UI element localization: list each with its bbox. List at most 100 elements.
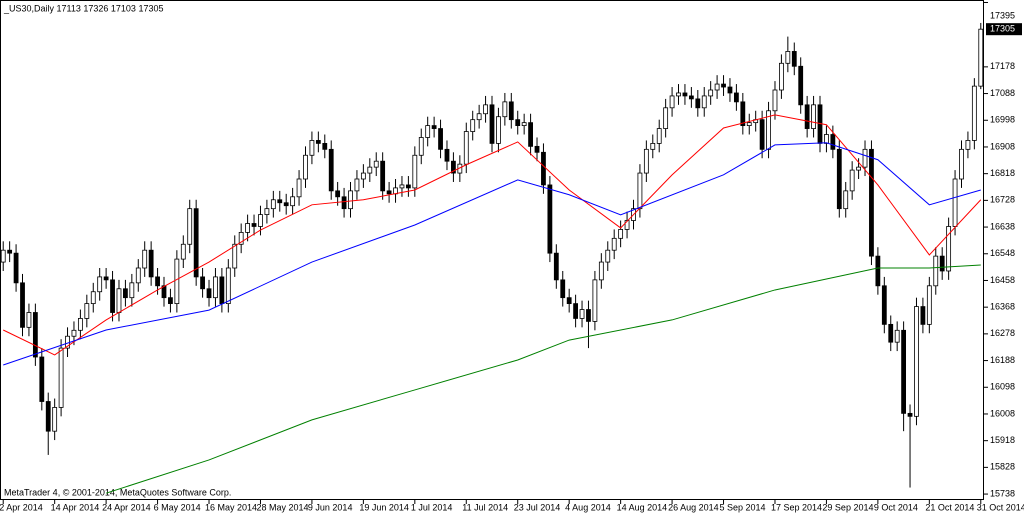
candle-body <box>521 122 527 127</box>
candle-body <box>315 140 321 144</box>
candle-body <box>926 285 932 325</box>
candle-body <box>438 128 443 150</box>
candle-body <box>206 288 212 299</box>
candle-body <box>483 104 488 115</box>
candle-body <box>123 288 128 299</box>
candle-body <box>650 143 656 150</box>
candle-body <box>290 196 296 207</box>
y-tick-label: 16278 <box>990 328 1015 338</box>
candle-body <box>168 297 173 305</box>
y-tick-label: 16818 <box>990 168 1015 178</box>
candle-body <box>598 261 604 281</box>
candle-body <box>779 62 784 91</box>
candle-body <box>20 282 25 328</box>
candle-body <box>180 243 186 260</box>
candle-body <box>470 119 476 132</box>
candle-body <box>618 229 624 239</box>
candle-body <box>759 119 765 150</box>
candle-body <box>560 279 566 299</box>
x-tick-label: 14 Apr 2014 <box>51 502 100 512</box>
candle-body <box>643 148 649 174</box>
candle-body <box>573 303 579 319</box>
x-tick-label: 11 Jul 2014 <box>462 502 508 512</box>
candle-body <box>746 122 752 127</box>
candle-body <box>939 255 945 272</box>
candle-body <box>155 276 160 287</box>
x-tick-label: 23 Jul 2014 <box>514 502 561 512</box>
candle-body <box>824 134 829 144</box>
candle-body <box>528 122 533 147</box>
y-tick-label: 17088 <box>990 88 1015 98</box>
candle-body <box>733 92 739 103</box>
x-tick-label: 24 Apr 2014 <box>102 502 151 512</box>
candle-body <box>611 237 617 251</box>
candle-body <box>952 178 958 227</box>
candle-body <box>354 178 360 192</box>
candle-body <box>45 401 51 432</box>
candle-body <box>721 83 726 88</box>
candle-body <box>270 199 276 210</box>
candle-body <box>148 249 154 278</box>
candle-body <box>418 137 424 156</box>
candle-body <box>566 297 572 305</box>
candle-body <box>103 276 109 281</box>
x-tick-label: 29 Sep 2014 <box>822 502 873 512</box>
candle-body <box>463 131 469 165</box>
candle-body <box>71 329 77 337</box>
candle-body <box>225 267 231 305</box>
x-tick-label: 28 May 2014 <box>256 502 308 512</box>
x-tick-label: 9 Jun 2014 <box>308 502 353 512</box>
candle-body <box>26 312 32 328</box>
candle-body <box>920 306 926 325</box>
candle-body <box>579 309 585 319</box>
candle-body <box>341 196 347 210</box>
candle-body <box>830 134 836 150</box>
x-tick-label: 14 Aug 2014 <box>617 502 668 512</box>
y-tick-label: 16368 <box>990 302 1015 312</box>
candle-body <box>727 86 733 94</box>
x-tick-label: 26 Aug 2014 <box>668 502 719 512</box>
candle-body <box>901 329 907 414</box>
candle-body <box>7 249 13 254</box>
candle-body <box>978 28 984 87</box>
candle-body <box>296 178 302 198</box>
x-tick-label: 4 Aug 2014 <box>565 502 611 512</box>
x-tick-label: 1 Jul 2014 <box>411 502 453 512</box>
y-tick-label: 16008 <box>990 408 1015 418</box>
candle-body <box>348 190 353 210</box>
candle-body <box>360 172 366 180</box>
candle-body <box>862 148 868 168</box>
candle-body <box>245 223 251 233</box>
candle-body <box>811 104 816 129</box>
candle-body <box>39 356 45 402</box>
candle-body <box>547 184 553 254</box>
candle-body <box>804 104 810 129</box>
x-tick-label: 31 Oct 2014 <box>977 502 1024 512</box>
chart-title: _US30,Daily 17113 17326 17103 17305 <box>3 3 163 13</box>
candle-body <box>489 104 495 144</box>
candle-body <box>373 160 379 168</box>
candle-body <box>933 255 939 287</box>
candle-body <box>959 148 964 180</box>
y-tick-label: 16188 <box>990 355 1015 365</box>
candle-body <box>277 199 283 204</box>
candle-body <box>187 208 193 245</box>
candle-body <box>708 89 714 97</box>
candle-body <box>116 288 122 313</box>
candle-body <box>200 276 205 290</box>
candle-body <box>142 249 148 269</box>
candle-body <box>836 148 842 210</box>
candle-body <box>791 51 797 67</box>
candle-body <box>676 92 681 97</box>
candle-body <box>264 208 270 216</box>
candle-body <box>496 116 501 144</box>
candle-body <box>624 220 630 230</box>
candle-body <box>425 125 431 138</box>
x-tick-label: 17 Sep 2014 <box>771 502 822 512</box>
candle-body <box>380 160 386 192</box>
candle-body <box>328 148 334 192</box>
candle-body <box>399 184 405 189</box>
candle-body <box>656 128 662 144</box>
candle-body <box>843 190 849 210</box>
candle-body <box>13 252 19 284</box>
